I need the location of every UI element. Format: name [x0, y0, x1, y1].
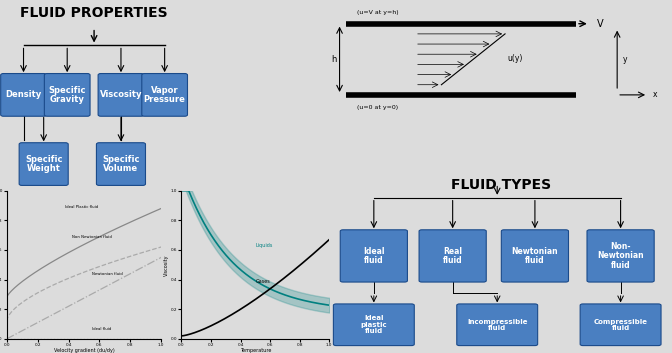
- Text: Ideal
plastic
fluid: Ideal plastic fluid: [360, 315, 387, 334]
- Text: Specific
Weight: Specific Weight: [25, 155, 62, 173]
- X-axis label: Temperature: Temperature: [240, 348, 271, 353]
- Text: Real
fluid: Real fluid: [443, 247, 462, 265]
- Text: FLUID TYPES: FLUID TYPES: [451, 178, 550, 192]
- FancyBboxPatch shape: [44, 73, 90, 116]
- Text: Viscosity: Viscosity: [99, 90, 142, 100]
- Text: Compressible
fluid: Compressible fluid: [593, 318, 648, 331]
- Text: V: V: [597, 19, 603, 29]
- Text: Newtonian
fluid: Newtonian fluid: [511, 247, 558, 265]
- Text: (u=0 at y=0): (u=0 at y=0): [357, 105, 398, 110]
- FancyBboxPatch shape: [340, 230, 407, 282]
- Text: Specific
Volume: Specific Volume: [102, 155, 140, 173]
- Text: Incompressible
fluid: Incompressible fluid: [467, 318, 528, 331]
- FancyBboxPatch shape: [19, 143, 69, 185]
- Text: Specific
Gravity: Specific Gravity: [48, 85, 86, 104]
- FancyBboxPatch shape: [1, 73, 46, 116]
- FancyBboxPatch shape: [96, 143, 145, 185]
- Text: y: y: [622, 55, 627, 64]
- Text: x: x: [653, 90, 658, 100]
- FancyBboxPatch shape: [419, 230, 487, 282]
- Text: Newtonian fluid: Newtonian fluid: [91, 272, 122, 276]
- Text: Ideal
fluid: Ideal fluid: [363, 247, 384, 265]
- Text: (u=V at y=h): (u=V at y=h): [357, 10, 398, 15]
- Text: Density: Density: [5, 90, 42, 100]
- FancyBboxPatch shape: [333, 304, 414, 346]
- X-axis label: Velocity gradient (du/dy): Velocity gradient (du/dy): [54, 348, 114, 353]
- Text: Liquids: Liquids: [255, 243, 273, 248]
- Text: Ideal Plastic fluid: Ideal Plastic fluid: [65, 205, 99, 209]
- FancyBboxPatch shape: [587, 230, 654, 282]
- Text: Non Newtonian fluid: Non Newtonian fluid: [72, 235, 112, 239]
- Text: Ideal fluid: Ideal fluid: [91, 327, 111, 331]
- Y-axis label: Viscosity: Viscosity: [165, 254, 169, 275]
- Text: Vapor
Pressure: Vapor Pressure: [144, 85, 185, 104]
- FancyBboxPatch shape: [457, 304, 538, 346]
- FancyBboxPatch shape: [142, 73, 187, 116]
- Text: u(y): u(y): [507, 54, 523, 63]
- FancyBboxPatch shape: [98, 73, 144, 116]
- Text: Non-
Newtonian
fluid: Non- Newtonian fluid: [597, 242, 644, 270]
- FancyBboxPatch shape: [501, 230, 569, 282]
- Text: Gases: Gases: [255, 279, 270, 283]
- FancyBboxPatch shape: [580, 304, 661, 346]
- Text: h: h: [331, 55, 337, 64]
- Text: FLUID PROPERTIES: FLUID PROPERTIES: [20, 6, 168, 20]
